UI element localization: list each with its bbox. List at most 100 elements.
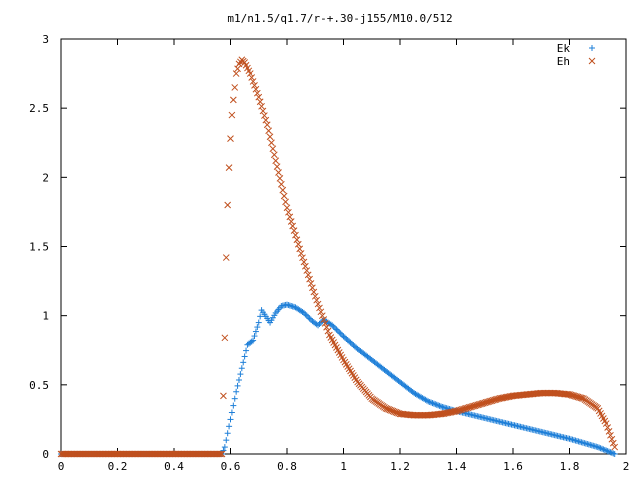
data-point-ek bbox=[316, 320, 323, 327]
data-point-eh bbox=[604, 424, 611, 431]
data-point-ek bbox=[430, 400, 437, 407]
data-point-ek bbox=[610, 450, 617, 457]
data-point-ek bbox=[337, 330, 344, 337]
data-point-ek bbox=[601, 446, 608, 453]
data-point-eh bbox=[261, 112, 268, 119]
data-point-ek bbox=[231, 395, 238, 402]
data-point-ek bbox=[600, 446, 607, 453]
legend-label-eh: Eh bbox=[557, 55, 570, 68]
data-point-ek bbox=[608, 449, 615, 456]
data-point-eh bbox=[300, 258, 308, 266]
data-point-eh bbox=[297, 250, 305, 257]
data-point-eh bbox=[222, 254, 230, 261]
data-point-eh bbox=[294, 240, 302, 248]
data-point-ek bbox=[224, 430, 231, 437]
data-point-ek bbox=[221, 444, 228, 451]
data-point-ek bbox=[223, 437, 230, 444]
legend-label-ek: Ek bbox=[557, 42, 571, 55]
data-point-eh bbox=[296, 245, 304, 253]
data-point-ek bbox=[334, 327, 341, 334]
data-point-ek bbox=[237, 371, 244, 378]
data-point-eh bbox=[225, 164, 233, 172]
data-point-eh bbox=[306, 275, 313, 283]
data-point-eh bbox=[285, 208, 292, 216]
series-ek bbox=[58, 301, 618, 457]
data-point-eh bbox=[609, 439, 617, 447]
data-point-ek bbox=[252, 328, 259, 335]
data-point-ek bbox=[433, 401, 440, 408]
x-tick-label: 1.4 bbox=[447, 460, 467, 473]
data-point-eh bbox=[265, 127, 272, 135]
data-point-eh bbox=[299, 254, 306, 262]
data-point-eh bbox=[283, 204, 291, 212]
y-tick-label: 0 bbox=[42, 448, 49, 461]
data-point-ek bbox=[423, 397, 430, 404]
data-point-eh bbox=[314, 300, 322, 308]
legend-marker-ek bbox=[589, 45, 595, 51]
data-point-eh bbox=[221, 334, 229, 342]
data-point-eh bbox=[276, 175, 284, 182]
x-tick-label: 0 bbox=[58, 460, 65, 473]
data-point-ek bbox=[243, 347, 250, 354]
data-point-ek bbox=[603, 447, 610, 454]
data-point-eh bbox=[258, 102, 265, 110]
data-point-eh bbox=[321, 320, 329, 327]
data-point-eh bbox=[248, 74, 256, 81]
data-point-ek bbox=[257, 313, 264, 320]
data-point-eh bbox=[263, 121, 271, 129]
data-point-eh bbox=[313, 296, 321, 304]
x-tick-label: 0.8 bbox=[277, 460, 297, 473]
data-point-eh bbox=[287, 218, 295, 225]
data-point-eh bbox=[302, 262, 309, 270]
data-point-eh bbox=[249, 78, 257, 85]
data-point-ek bbox=[254, 324, 261, 331]
data-point-eh bbox=[293, 236, 301, 244]
data-point-ek bbox=[604, 448, 611, 455]
data-point-ek bbox=[432, 401, 439, 408]
data-point-eh bbox=[318, 312, 326, 320]
data-point-ek bbox=[306, 315, 313, 322]
data-point-eh bbox=[286, 213, 294, 221]
data-point-ek bbox=[240, 359, 247, 366]
data-point-eh bbox=[215, 450, 223, 458]
data-point-eh bbox=[304, 271, 312, 279]
data-point-ek bbox=[425, 398, 432, 405]
data-point-eh bbox=[307, 280, 315, 287]
data-point-ek bbox=[332, 325, 339, 332]
x-tick-label: 1.6 bbox=[503, 460, 523, 473]
data-point-eh bbox=[324, 327, 332, 335]
data-point-ek bbox=[228, 409, 235, 416]
data-point-ek bbox=[594, 444, 601, 451]
data-point-eh bbox=[303, 267, 311, 274]
data-point-eh bbox=[309, 284, 316, 292]
data-point-eh bbox=[218, 450, 226, 458]
data-point-eh bbox=[252, 85, 260, 93]
data-point-eh bbox=[273, 163, 281, 170]
data-point-eh bbox=[310, 288, 318, 296]
data-point-eh bbox=[316, 304, 323, 312]
data-point-eh bbox=[277, 180, 285, 188]
data-point-eh bbox=[224, 201, 232, 209]
data-point-ek bbox=[429, 400, 436, 407]
y-tick-label: 1 bbox=[42, 310, 49, 323]
data-point-ek bbox=[607, 449, 614, 456]
data-point-eh bbox=[292, 231, 299, 239]
data-point-eh bbox=[231, 84, 239, 91]
data-point-eh bbox=[259, 107, 267, 115]
data-point-ek bbox=[333, 326, 340, 333]
data-point-ek bbox=[339, 332, 346, 339]
data-point-eh bbox=[227, 135, 234, 142]
data-point-eh bbox=[290, 227, 298, 234]
data-point-ek bbox=[234, 382, 241, 389]
x-tick-label: 1.8 bbox=[560, 460, 580, 473]
data-point-ek bbox=[428, 399, 435, 406]
data-point-eh bbox=[323, 323, 330, 331]
axis-ticks: 0 0.2 0.4 0.6 0.8 1 1.2 1.4 1.6 1.8 2 0 0.5 1 1.5 2 2.5 3 bbox=[29, 33, 629, 473]
data-point-eh bbox=[611, 443, 619, 451]
data-point-eh bbox=[229, 96, 237, 104]
x-tick-label: 2 bbox=[623, 460, 630, 473]
x-tick-label: 0.2 bbox=[108, 460, 128, 473]
data-point-eh bbox=[253, 89, 261, 97]
data-point-eh bbox=[232, 70, 240, 77]
data-point-eh bbox=[275, 169, 282, 176]
